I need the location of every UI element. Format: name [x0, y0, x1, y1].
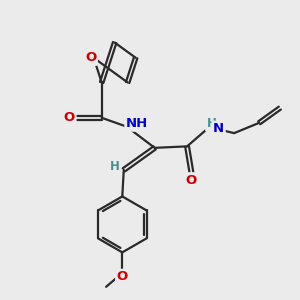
Text: O: O: [64, 111, 75, 124]
Text: N: N: [213, 122, 224, 135]
Text: H: H: [207, 117, 217, 130]
Text: O: O: [117, 270, 128, 283]
Text: O: O: [85, 51, 96, 64]
Text: NH: NH: [126, 117, 148, 130]
Text: O: O: [186, 174, 197, 187]
Text: H: H: [110, 160, 120, 173]
